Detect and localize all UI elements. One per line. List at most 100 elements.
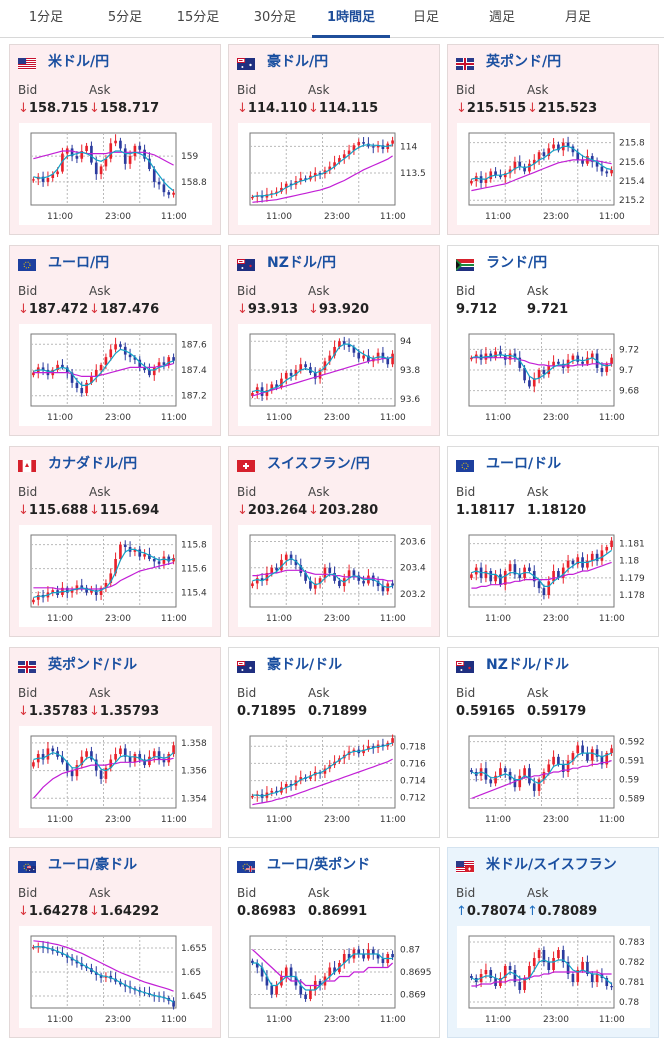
candle-body (85, 587, 88, 593)
bid-value: ↓114.110 (237, 101, 307, 116)
pair-card-nzdusd[interactable]: NZドル/ドル Bid Ask 0.59165 0.59179 0.592 0.5… (447, 647, 659, 838)
pair-name[interactable]: スイスフラン/円 (267, 456, 370, 472)
pair-card-chfjpy[interactable]: スイスフラン/円 Bid Ask ↓203.264 ↓203.280 203.6… (228, 446, 440, 637)
pair-name[interactable]: ユーロ/ドル (486, 456, 562, 472)
ask-label: Ask (527, 485, 549, 499)
candle-body (90, 590, 93, 593)
tab-15min[interactable]: 15分足 (176, 10, 220, 25)
y-tick-label: 215.8 (619, 139, 645, 149)
candle-body (114, 140, 117, 144)
candle-body (391, 140, 394, 144)
pair-name[interactable]: ユーロ/円 (48, 255, 110, 271)
candle-body (576, 152, 580, 160)
x-tick-label: 23:00 (105, 413, 131, 423)
candle-body (313, 583, 317, 589)
pair-header[interactable]: ユーロ/円 (18, 253, 109, 271)
pair-header[interactable]: 米ドル/スイスフラン (456, 855, 617, 873)
pair-header[interactable]: 豪ドル/ドル (237, 655, 342, 673)
candle-body (133, 754, 137, 763)
price-chart[interactable]: 187.6 187.4 187.2 11:00 23:00 11:00 (19, 324, 212, 426)
price-chart[interactable]: 0.87 0.8695 0.869 11:00 23:00 11:00 (238, 926, 431, 1028)
price-chart[interactable]: 0.783 0.782 0.781 0.78 11:00 23:00 11:00 (457, 926, 650, 1028)
candle-body (251, 583, 254, 587)
pair-header[interactable]: NZドル/ドル (456, 655, 569, 673)
pair-card-audusd[interactable]: 豪ドル/ドル Bid Ask 0.71895 0.71899 0.718 0.71… (228, 647, 440, 838)
pair-name[interactable]: ランド/円 (486, 255, 548, 271)
pair-card-cadjpy[interactable]: カナダドル/円 Bid Ask ↓115.688 ↓115.694 115.8 1… (9, 446, 221, 637)
chart-svg: 1.358 1.356 1.354 11:00 23:00 11:00 (30, 735, 207, 825)
pair-name[interactable]: 米ドル/スイスフラン (486, 857, 617, 873)
pair-card-eurgbp[interactable]: ユーロ/英ポンド Bid Ask 0.86983 0.86991 0.87 0.8… (228, 847, 440, 1038)
pair-header[interactable]: NZドル/円 (237, 253, 336, 271)
tab-1hour[interactable]: 1時間足 (312, 0, 390, 38)
pair-name[interactable]: 英ポンド/円 (486, 54, 562, 70)
pair-card-gbpusd[interactable]: 英ポンド/ドル Bid Ask ↓1.35783 ↓1.35793 1.358 1… (9, 647, 221, 838)
price-chart[interactable]: 115.8 115.6 115.4 11:00 23:00 11:00 (19, 525, 212, 627)
ask-label: Ask (89, 886, 111, 900)
pair-name[interactable]: NZドル/円 (267, 255, 336, 271)
pair-name[interactable]: カナダドル/円 (48, 456, 138, 472)
price-chart[interactable]: 159 158.8 11:00 23:00 11:00 (19, 123, 212, 225)
y-tick-label: 0.8695 (400, 968, 431, 978)
price-chart[interactable]: 1.655 1.65 1.645 11:00 23:00 11:00 (19, 926, 212, 1028)
pair-header[interactable]: ユーロ/英ポンド (237, 855, 370, 873)
candle-body (367, 355, 370, 362)
pair-card-audjpy[interactable]: 豪ドル/円 Bid Ask ↓114.110 ↓114.115 114 113.5… (228, 44, 440, 235)
price-chart[interactable]: 0.718 0.716 0.714 0.712 11:00 23:00 11:00 (238, 726, 431, 828)
price-chart[interactable]: 9.72 9.7 9.68 11:00 23:00 11:00 (457, 324, 650, 426)
pair-card-eurjpy[interactable]: ユーロ/円 Bid Ask ↓187.472 ↓187.476 187.6 187… (9, 245, 221, 436)
x-tick-label: 11:00 (485, 815, 511, 825)
pair-name[interactable]: 豪ドル/円 (267, 54, 329, 70)
candle-body (513, 564, 517, 575)
price-chart[interactable]: 215.8 215.6 215.4 215.2 11:00 23:00 11:00 (457, 123, 650, 225)
y-tick-label: 93.8 (400, 366, 420, 376)
pair-card-euraud[interactable]: ユーロ/豪ドル Bid Ask ↓1.64278 ↓1.64292 1.655 1… (9, 847, 221, 1038)
candle-body (90, 376, 93, 383)
tab-1min[interactable]: 1分足 (28, 10, 64, 25)
pair-card-zarjpy[interactable]: ランド/円 Bid Ask 9.712 9.721 9.72 9.7 9.68 11:… (447, 245, 659, 436)
x-tick-label: 23:00 (543, 614, 569, 624)
pair-card-gbpjpy[interactable]: 英ポンド/円 Bid Ask ↓215.515 ↓215.523 215.8 21… (447, 44, 659, 235)
pair-name[interactable]: NZドル/ドル (486, 657, 569, 673)
tab-weekly[interactable]: 週足 (488, 10, 515, 25)
candle-body (323, 768, 327, 774)
pair-header[interactable]: 英ポンド/ドル (18, 655, 137, 673)
price-chart[interactable]: 1.358 1.356 1.354 11:00 23:00 11:00 (19, 726, 212, 828)
pair-name[interactable]: 豪ドル/ドル (267, 657, 343, 673)
candle-body (65, 367, 69, 373)
pair-card-usdchf[interactable]: 米ドル/スイスフラン Bid Ask ↑0.78074 ↑0.78089 0.7… (447, 847, 659, 1038)
pair-card-eurusd[interactable]: ユーロ/ドル Bid Ask 1.18117 1.18120 1.181 1.18… (447, 446, 659, 637)
price-chart[interactable]: 203.6 203.4 203.2 11:00 23:00 11:00 (238, 525, 431, 627)
pair-card-usdjpy[interactable]: 米ドル/円 Bid Ask ↓158.715 ↓158.717 159 158.8… (9, 44, 221, 235)
candle-body (143, 759, 146, 766)
pair-name[interactable]: 米ドル/円 (48, 54, 110, 70)
tab-30min[interactable]: 30分足 (253, 10, 297, 25)
ma-long-line (33, 363, 174, 378)
candle-body (605, 753, 609, 765)
pair-header[interactable]: 豪ドル/円 (237, 52, 328, 70)
pair-header[interactable]: 英ポンド/円 (456, 52, 561, 70)
pair-card-nzdjpy[interactable]: NZドル/円 Bid Ask ↓93.913 ↓93.920 94 93.8 93.… (228, 245, 440, 436)
price-chart[interactable]: 1.181 1.18 1.179 1.178 11:00 23:00 11:00 (457, 525, 650, 627)
tab-5min[interactable]: 5分足 (107, 10, 143, 25)
pair-header[interactable]: 米ドル/円 (18, 52, 109, 70)
price-chart[interactable]: 114 113.5 11:00 23:00 11:00 (238, 123, 431, 225)
x-tick-label: 11:00 (380, 815, 406, 825)
pair-header[interactable]: カナダドル/円 (18, 454, 137, 472)
ask-label: Ask (527, 284, 549, 298)
pair-header[interactable]: スイスフラン/円 (237, 454, 370, 472)
pair-name[interactable]: ユーロ/英ポンド (267, 857, 371, 873)
tab-daily[interactable]: 日足 (412, 10, 439, 25)
pair-header[interactable]: ランド/円 (456, 253, 547, 271)
ask-number: 93.920 (318, 302, 370, 317)
price-chart[interactable]: 0.592 0.591 0.59 0.589 11:00 23:00 11:00 (457, 726, 650, 828)
pair-header[interactable]: ユーロ/豪ドル (18, 855, 137, 873)
candle-body (162, 184, 166, 193)
bid-number: 0.71895 (237, 704, 297, 719)
pair-header[interactable]: ユーロ/ドル (456, 454, 561, 472)
tab-monthly[interactable]: 月足 (564, 10, 591, 25)
price-chart[interactable]: 94 93.8 93.6 11:00 23:00 11:00 (238, 324, 431, 426)
pair-name[interactable]: ユーロ/豪ドル (48, 857, 138, 873)
y-tick-label: 0.59 (619, 776, 639, 786)
pair-name[interactable]: 英ポンド/ドル (48, 657, 138, 673)
